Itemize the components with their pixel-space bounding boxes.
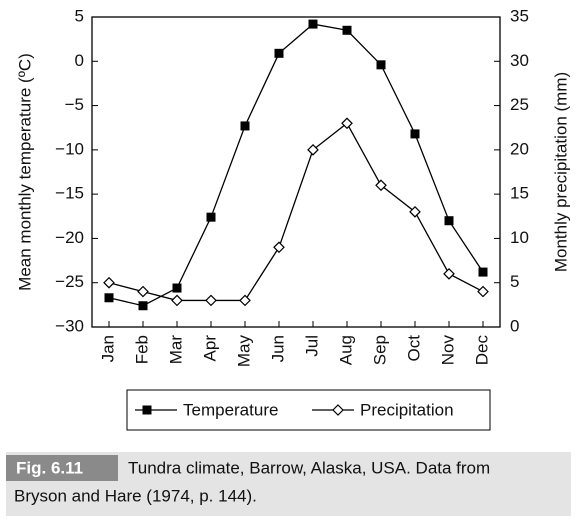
x-tick-label: Jun bbox=[268, 335, 287, 362]
x-tick-label: May bbox=[234, 335, 253, 368]
marker bbox=[240, 121, 250, 131]
marker bbox=[332, 404, 344, 416]
x-tick-label: Apr bbox=[200, 335, 219, 362]
marker bbox=[273, 241, 285, 254]
y2-tick-label: 30 bbox=[510, 51, 529, 70]
y-tick-label: −10 bbox=[55, 139, 84, 158]
x-tick-label: Oct bbox=[404, 335, 423, 362]
y2-tick-label: 35 bbox=[510, 6, 529, 25]
y2-tick-label: 15 bbox=[510, 184, 529, 203]
marker bbox=[478, 267, 488, 277]
marker bbox=[443, 268, 455, 280]
marker bbox=[137, 285, 149, 298]
x-tick-label: Jan bbox=[98, 335, 117, 362]
marker bbox=[172, 283, 182, 293]
y2-axis-label: Monthly precipitation (mm) bbox=[551, 72, 570, 272]
y-tick-label: 5 bbox=[75, 6, 84, 25]
marker bbox=[104, 293, 114, 303]
series-line bbox=[108, 23, 484, 307]
marker bbox=[376, 60, 386, 70]
y2-tick-label: 0 bbox=[510, 316, 519, 335]
marker bbox=[375, 179, 387, 192]
marker bbox=[341, 117, 353, 130]
marker bbox=[307, 144, 319, 156]
y2-tick-label: 5 bbox=[510, 272, 519, 291]
legend-label: Precipitation bbox=[360, 400, 454, 419]
y-tick-label: −15 bbox=[55, 184, 84, 203]
x-tick-label: Mar bbox=[166, 335, 185, 365]
marker bbox=[409, 206, 421, 218]
x-tick-label: Nov bbox=[438, 335, 457, 366]
marker bbox=[477, 285, 489, 298]
marker bbox=[410, 129, 420, 139]
y-tick-label: −20 bbox=[55, 228, 84, 247]
y-axis-label: Mean monthly temperature (ºC) bbox=[15, 53, 34, 291]
marker bbox=[205, 294, 217, 307]
marker bbox=[138, 301, 148, 311]
legend-box bbox=[126, 389, 491, 431]
y2-tick-label: 10 bbox=[510, 228, 529, 247]
marker bbox=[274, 48, 284, 58]
x-tick-label: Dec bbox=[472, 335, 491, 366]
marker bbox=[142, 405, 152, 415]
marker bbox=[206, 212, 216, 222]
x-tick-label: Feb bbox=[132, 335, 151, 364]
marker bbox=[239, 294, 251, 307]
marker bbox=[103, 276, 115, 289]
x-tick-label: Jul bbox=[302, 335, 321, 357]
y-tick-label: −25 bbox=[55, 272, 84, 291]
marker bbox=[444, 216, 454, 226]
caption-text: Tundra climate, Barrow, Alaska, USA. Dat… bbox=[128, 458, 490, 477]
caption-label-box bbox=[6, 455, 118, 481]
y2-tick-label: 25 bbox=[510, 95, 529, 114]
marker bbox=[342, 25, 352, 35]
y-tick-label: 0 bbox=[75, 51, 84, 70]
y2-tick-label: 20 bbox=[510, 139, 529, 158]
x-tick-label: Aug bbox=[336, 335, 355, 365]
marker bbox=[171, 294, 183, 307]
legend-label: Temperature bbox=[183, 400, 278, 419]
caption-text: Bryson and Hare (1974, p. 144). bbox=[14, 486, 257, 505]
y-tick-label: −5 bbox=[65, 95, 84, 114]
y-tick-label: −30 bbox=[55, 316, 84, 335]
x-tick-label: Sep bbox=[370, 335, 389, 365]
series-line bbox=[108, 122, 484, 302]
plot-frame bbox=[91, 16, 501, 328]
caption-label: Fig. 6.11 bbox=[16, 458, 83, 477]
marker bbox=[308, 19, 318, 29]
